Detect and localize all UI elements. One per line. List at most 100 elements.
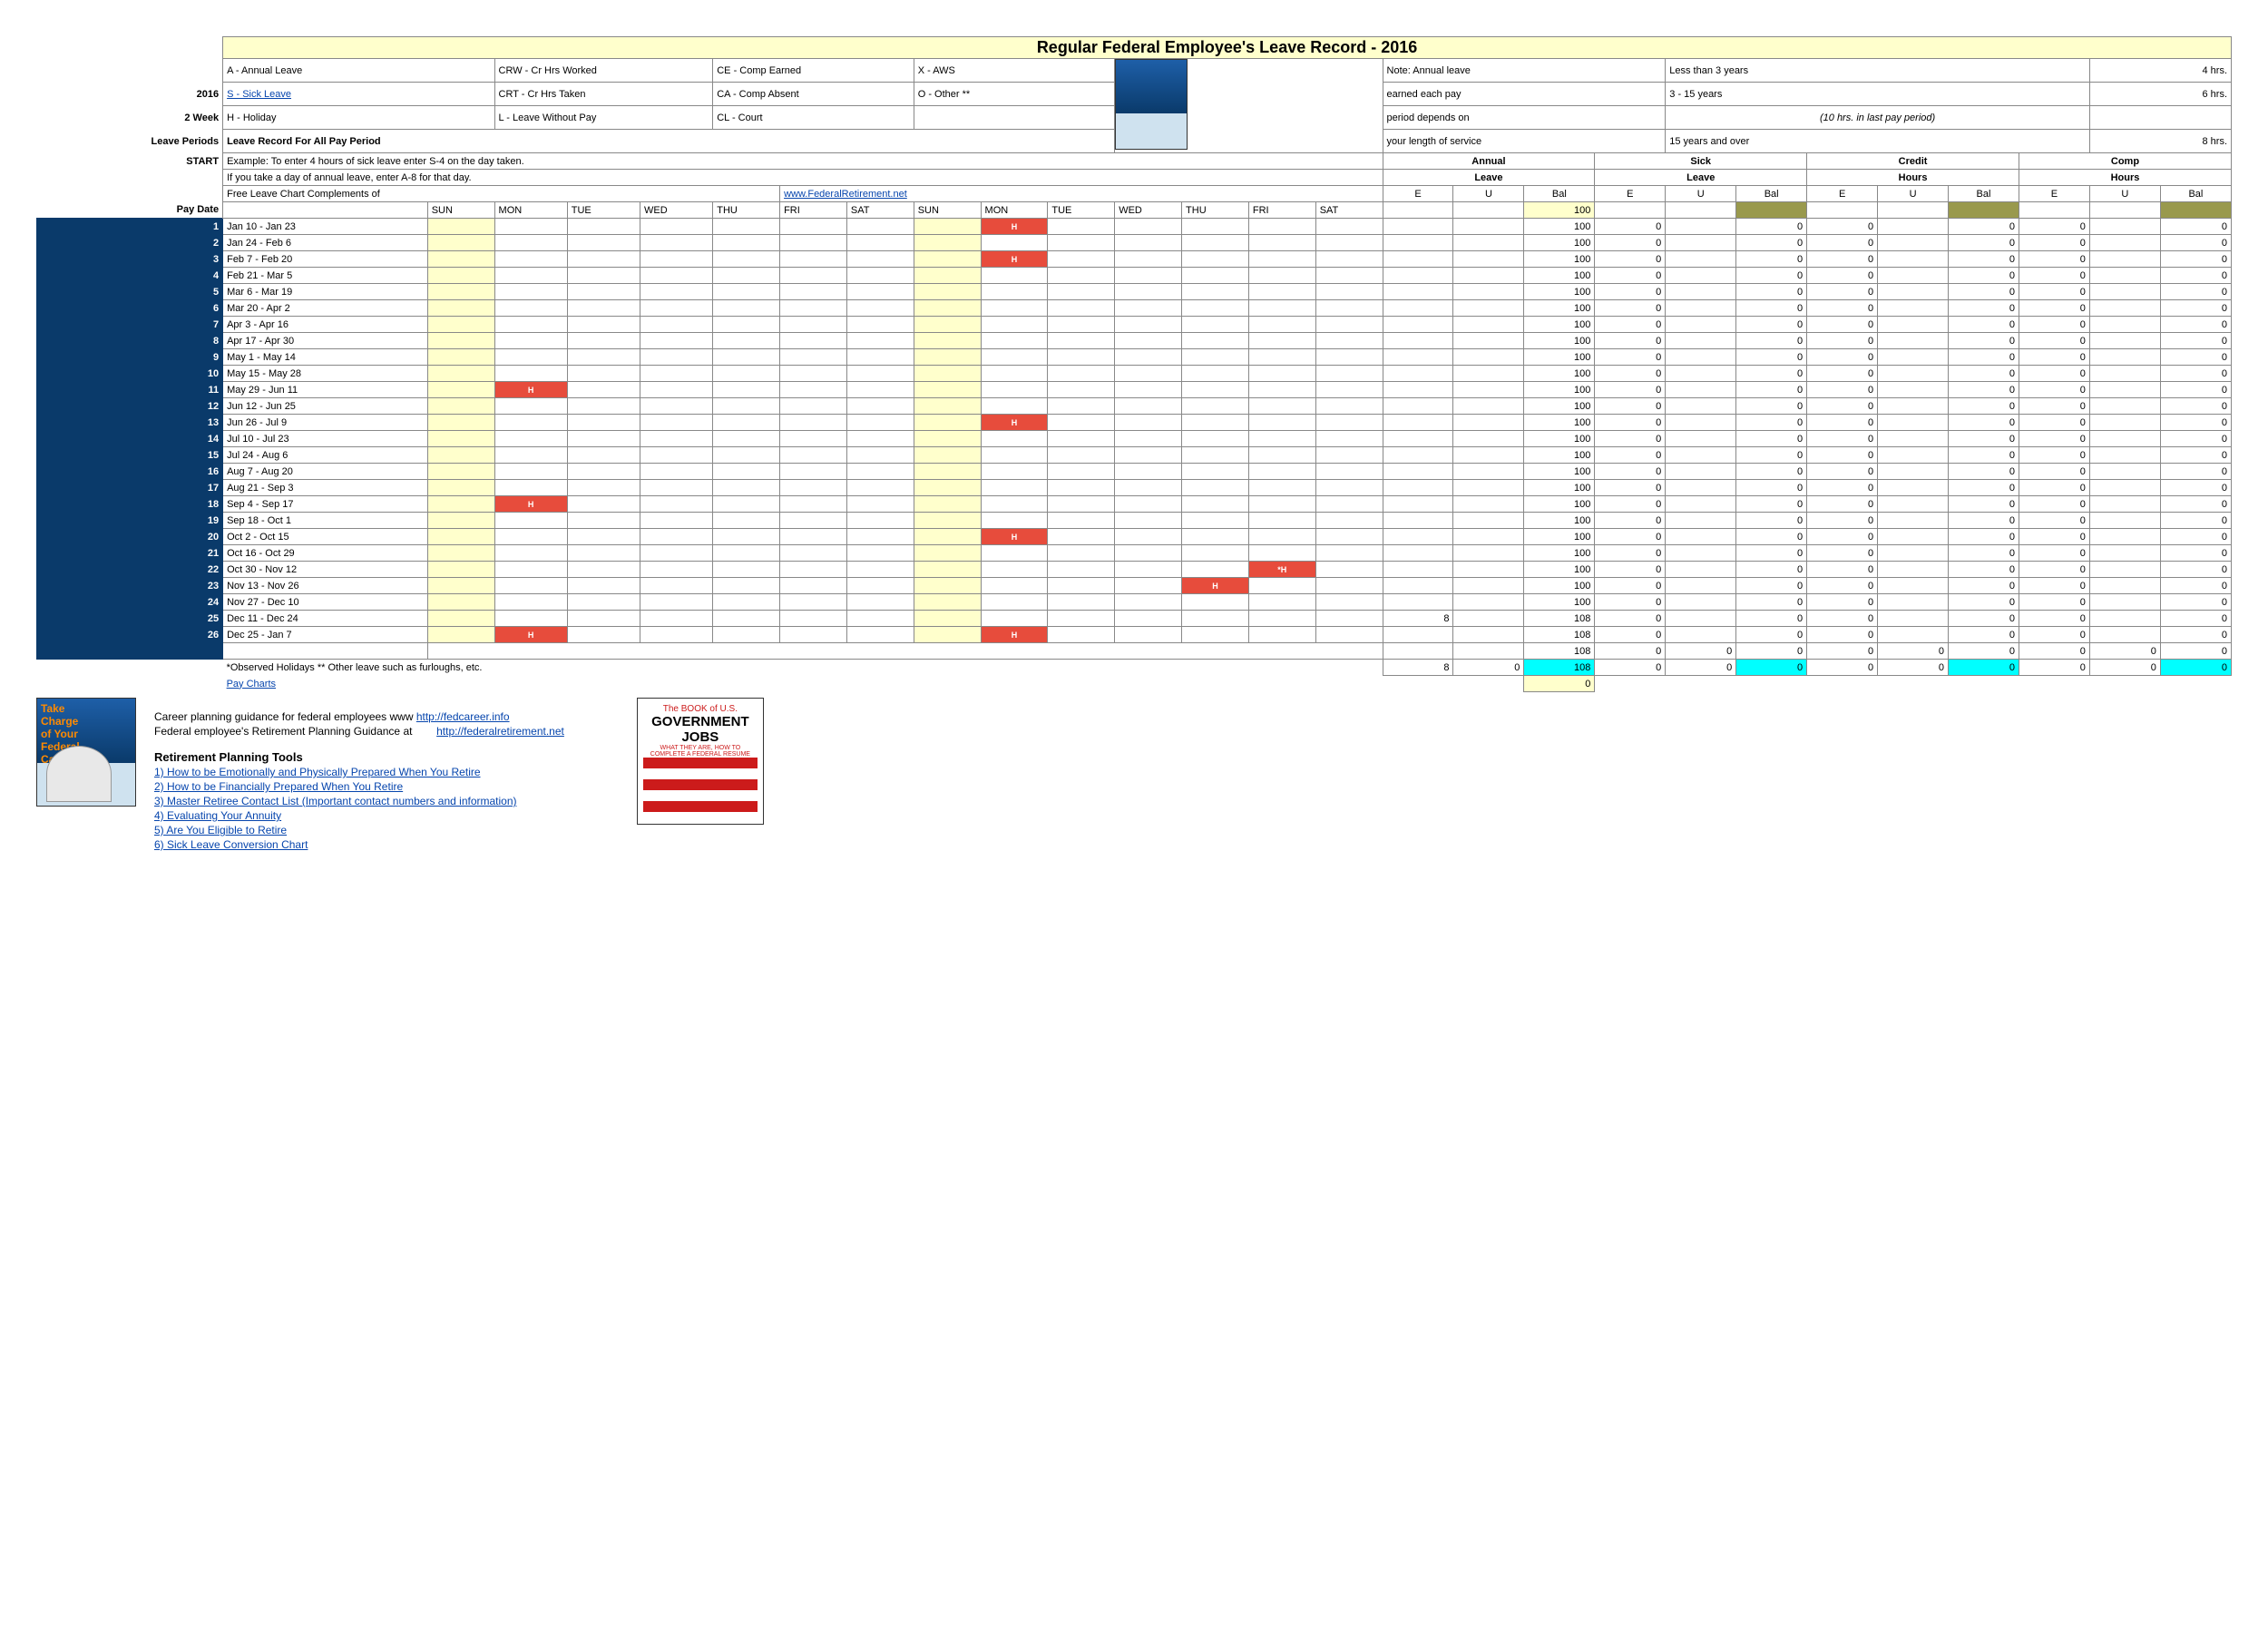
day-cell[interactable] [1248,611,1315,627]
day-cell[interactable] [1315,235,1383,251]
day-cell[interactable] [914,235,981,251]
day-cell[interactable] [981,447,1048,464]
day-cell[interactable] [494,431,567,447]
day-cell[interactable] [567,611,640,627]
day-cell[interactable] [914,382,981,398]
day-cell[interactable] [427,219,494,235]
day-cell[interactable] [567,235,640,251]
day-cell[interactable] [1248,398,1315,415]
day-cell[interactable] [846,464,914,480]
day-cell[interactable] [1248,333,1315,349]
day-cell[interactable] [1115,333,1182,349]
day-cell[interactable] [494,464,567,480]
day-cell[interactable] [640,496,713,513]
day-cell[interactable] [567,496,640,513]
day-cell[interactable] [1115,251,1182,268]
day-cell[interactable] [1315,480,1383,496]
day-cell[interactable] [640,480,713,496]
day-cell[interactable] [1182,464,1249,480]
day-cell[interactable] [567,627,640,643]
day-cell[interactable] [567,480,640,496]
day-cell[interactable] [1315,529,1383,545]
day-cell[interactable] [981,317,1048,333]
day-cell[interactable] [427,529,494,545]
day-cell[interactable] [1048,219,1115,235]
day-cell[interactable] [567,562,640,578]
day-cell[interactable] [1182,398,1249,415]
day-cell[interactable] [981,431,1048,447]
day-cell[interactable] [640,333,713,349]
day-cell[interactable] [780,251,847,268]
day-cell[interactable] [914,366,981,382]
day-cell[interactable] [1248,480,1315,496]
day-cell[interactable] [780,398,847,415]
day-cell[interactable] [981,382,1048,398]
fedcareer-link[interactable]: http://fedcareer.info [416,710,510,723]
day-cell[interactable] [914,333,981,349]
day-cell[interactable] [914,529,981,545]
day-cell[interactable] [427,611,494,627]
day-cell[interactable] [640,268,713,284]
day-cell[interactable] [1315,366,1383,382]
day-cell[interactable] [1315,382,1383,398]
day-cell[interactable] [427,513,494,529]
day-cell[interactable] [914,578,981,594]
day-cell[interactable] [981,300,1048,317]
day-cell[interactable] [780,464,847,480]
day-cell[interactable] [780,513,847,529]
day-cell[interactable] [713,415,780,431]
day-cell[interactable] [427,284,494,300]
day-cell[interactable] [427,578,494,594]
day-cell[interactable] [1048,398,1115,415]
day-cell[interactable]: H [494,382,567,398]
day-cell[interactable] [640,513,713,529]
retirement-link[interactable]: 4) Evaluating Your Annuity [154,809,281,822]
day-cell[interactable] [713,366,780,382]
day-cell[interactable] [713,300,780,317]
day-cell[interactable] [713,398,780,415]
day-cell[interactable] [1048,235,1115,251]
day-cell[interactable] [1115,496,1182,513]
day-cell[interactable] [713,447,780,464]
day-cell[interactable] [1115,627,1182,643]
retirement-link[interactable]: 5) Are You Eligible to Retire [154,824,287,836]
day-cell[interactable] [914,464,981,480]
day-cell[interactable] [914,219,981,235]
day-cell[interactable] [567,447,640,464]
day-cell[interactable] [640,562,713,578]
day-cell[interactable] [567,317,640,333]
day-cell[interactable] [713,496,780,513]
day-cell[interactable] [1315,268,1383,284]
day-cell[interactable]: H [981,529,1048,545]
day-cell[interactable] [1248,529,1315,545]
day-cell[interactable] [494,594,567,611]
day-cell[interactable] [1182,268,1249,284]
day-cell[interactable] [1048,529,1115,545]
day-cell[interactable] [713,529,780,545]
day-cell[interactable] [1182,235,1249,251]
day-cell[interactable] [981,268,1048,284]
day-cell[interactable] [1182,611,1249,627]
retirement-link[interactable]: 2) How to be Financially Prepared When Y… [154,780,403,793]
day-cell[interactable] [1115,398,1182,415]
day-cell[interactable] [427,382,494,398]
day-cell[interactable] [1048,594,1115,611]
day-cell[interactable] [1182,382,1249,398]
day-cell[interactable] [981,464,1048,480]
day-cell[interactable] [427,594,494,611]
day-cell[interactable] [494,219,567,235]
day-cell[interactable] [914,317,981,333]
day-cell[interactable] [846,594,914,611]
day-cell[interactable] [1182,480,1249,496]
day-cell[interactable] [914,349,981,366]
day-cell[interactable] [846,251,914,268]
day-cell[interactable] [1182,496,1249,513]
day-cell[interactable] [1048,382,1115,398]
day-cell[interactable] [1115,578,1182,594]
day-cell[interactable] [494,415,567,431]
day-cell[interactable] [567,333,640,349]
day-cell[interactable] [981,562,1048,578]
day-cell[interactable] [780,529,847,545]
day-cell[interactable] [1182,349,1249,366]
day-cell[interactable] [427,480,494,496]
